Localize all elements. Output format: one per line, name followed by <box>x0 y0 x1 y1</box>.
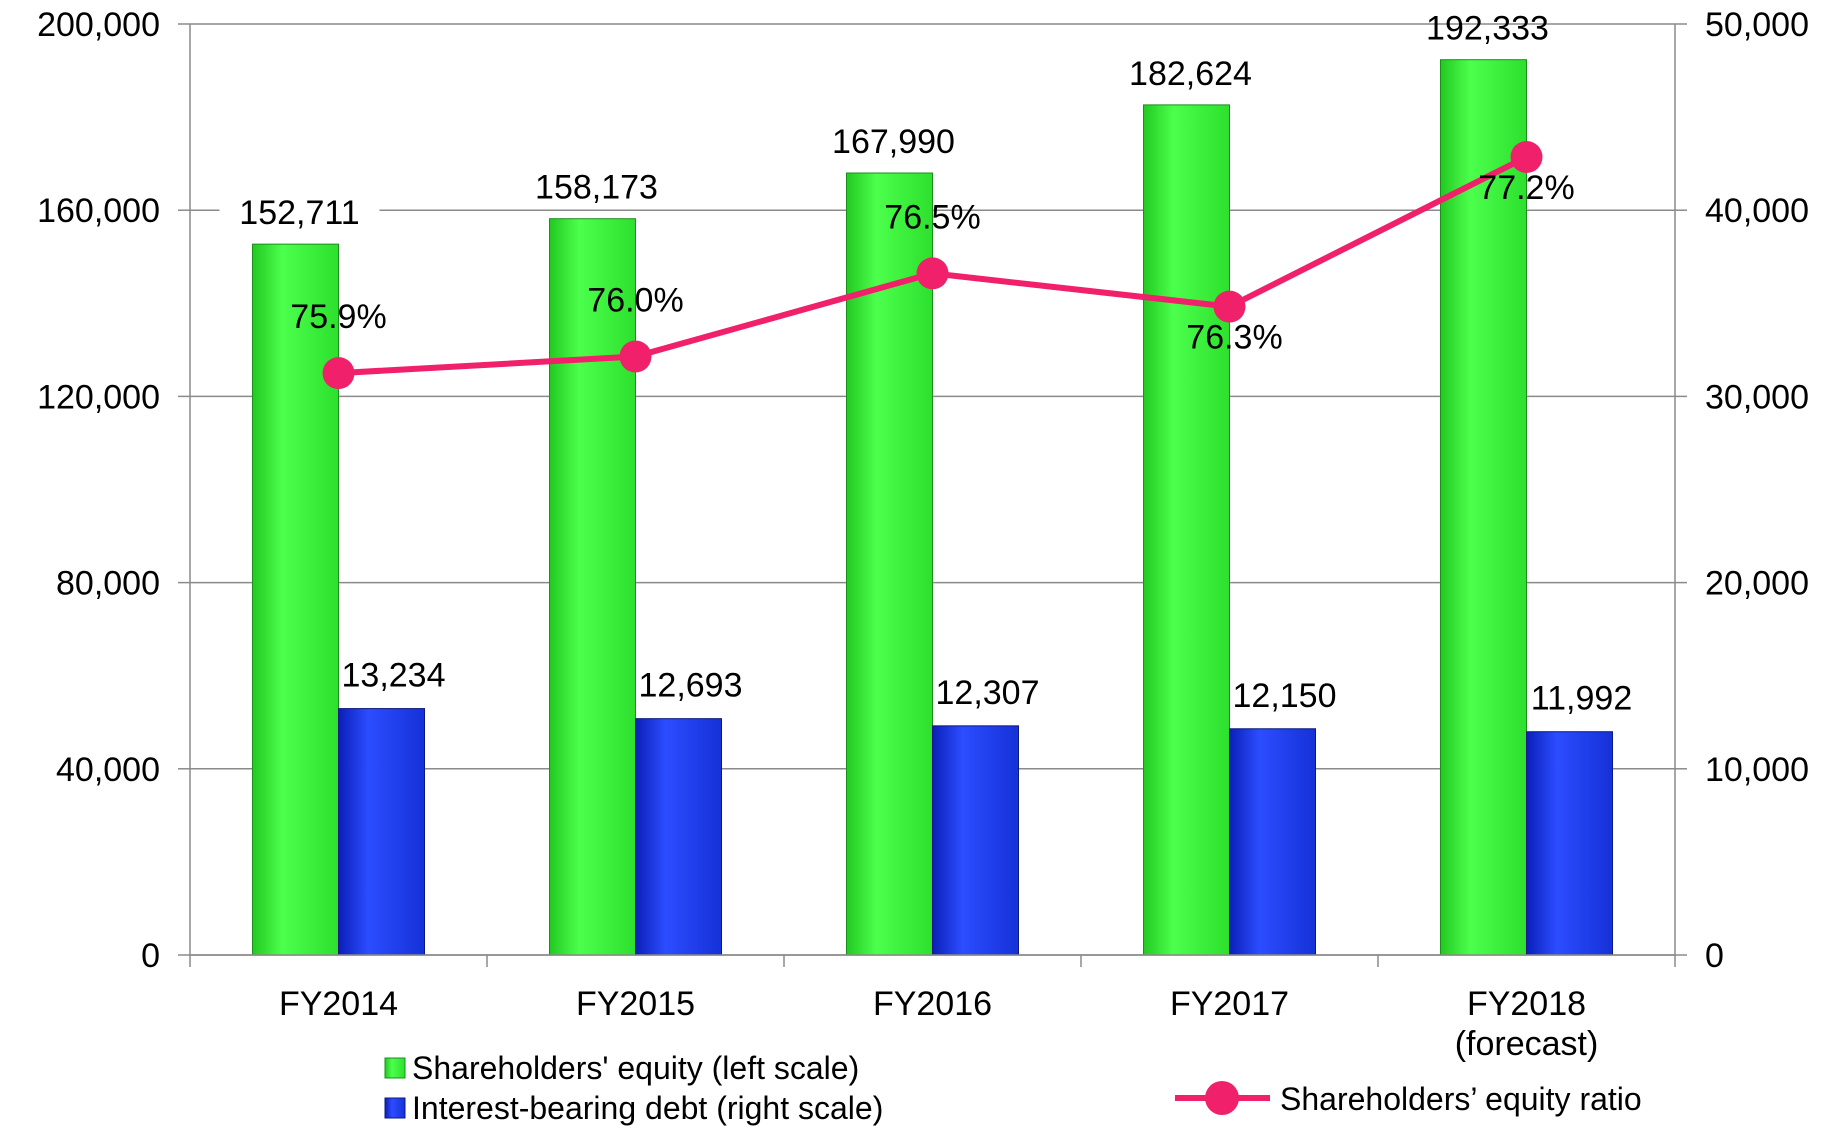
ratio-point <box>322 357 355 390</box>
x-category-label: FY2016 <box>873 985 992 1023</box>
left-tick-label: 40,000 <box>56 751 160 789</box>
x-category-line: FY2018 <box>1467 985 1586 1023</box>
equity-bar <box>1143 104 1230 956</box>
left-tick-label: 200,000 <box>37 6 160 44</box>
ratio-value-label: 77.2% <box>1478 169 1574 207</box>
ratio-value-label: 75.9% <box>290 298 386 336</box>
debt-value-label: 13,234 <box>342 657 446 695</box>
equity-bar <box>252 243 339 956</box>
equity-bar <box>846 172 933 956</box>
x-category-label: FY2014 <box>279 985 398 1023</box>
legend-swatch-ratio-marker <box>1205 1081 1239 1115</box>
x-category-line: FY2017 <box>1170 985 1289 1023</box>
right-tick-label: 0 <box>1705 937 1724 975</box>
equity-value-label: 167,990 <box>832 123 955 161</box>
x-category-line: FY2016 <box>873 985 992 1023</box>
left-tick-label: 160,000 <box>37 192 160 230</box>
right-tick-label: 30,000 <box>1705 378 1809 416</box>
legend-label-ratio: Shareholders’ equity ratio <box>1280 1081 1642 1117</box>
x-category-label: FY2018 (forecast) <box>1455 985 1599 1063</box>
axes: 0 0 40,000 10,000 80,000 20,000 120,000 30,000 1… <box>37 6 1809 1063</box>
right-tick-label: 20,000 <box>1705 565 1809 603</box>
ratio-line <box>322 141 1543 390</box>
x-category-line: (forecast) <box>1455 1025 1599 1063</box>
legend-label-debt: Interest-bearing debt (right scale) <box>412 1090 883 1126</box>
bars <box>252 59 1613 956</box>
debt-bar <box>1229 728 1316 956</box>
equity-value-label: 192,333 <box>1426 10 1549 48</box>
ratio-value-label: 76.5% <box>884 198 980 236</box>
ratio-point <box>916 257 949 290</box>
ratio-point <box>1510 141 1543 173</box>
equity-value-label: 182,624 <box>1129 55 1252 93</box>
ratio-value-label: 76.0% <box>587 282 683 320</box>
legend-label-equity: Shareholders' equity (left scale) <box>412 1050 859 1086</box>
ratio-point <box>1213 290 1246 323</box>
debt-value-label: 11,992 <box>1531 680 1632 718</box>
equity-bar <box>549 218 636 956</box>
debt-value-label: 12,150 <box>1233 677 1337 715</box>
legend-swatch-debt <box>384 1097 406 1119</box>
left-tick-label: 120,000 <box>37 378 160 416</box>
left-tick-label: 80,000 <box>56 565 160 603</box>
x-category-line: FY2015 <box>576 985 695 1023</box>
data-labels: 152,711 158,173 167,990 182,624 192,333 13,23… <box>219 10 1632 718</box>
debt-bar <box>338 708 425 956</box>
equity-label-bg <box>516 166 677 207</box>
debt-bar <box>1526 731 1613 956</box>
equity-label-bg <box>219 192 380 233</box>
right-tick-label: 10,000 <box>1705 751 1809 789</box>
debt-value-label: 12,307 <box>936 674 1040 712</box>
x-category-line: FY2014 <box>279 985 398 1023</box>
right-tick-label: 50,000 <box>1705 6 1809 44</box>
left-tick-label: 0 <box>141 937 160 975</box>
debt-bar <box>932 725 1019 956</box>
legend: Shareholders' equity (left scale) Interes… <box>384 1050 1642 1126</box>
debt-value-label: 12,693 <box>639 667 743 705</box>
equity-value-label: 158,173 <box>535 169 658 207</box>
equity-value-label: 152,711 <box>239 194 359 232</box>
ratio-point <box>619 340 652 373</box>
ratio-value-label: 76.3% <box>1186 319 1282 357</box>
x-category-label: FY2017 <box>1170 985 1289 1023</box>
x-category-label: FY2015 <box>576 985 695 1023</box>
debt-bar <box>635 718 722 956</box>
legend-swatch-equity <box>384 1057 406 1079</box>
right-tick-label: 40,000 <box>1705 192 1809 230</box>
